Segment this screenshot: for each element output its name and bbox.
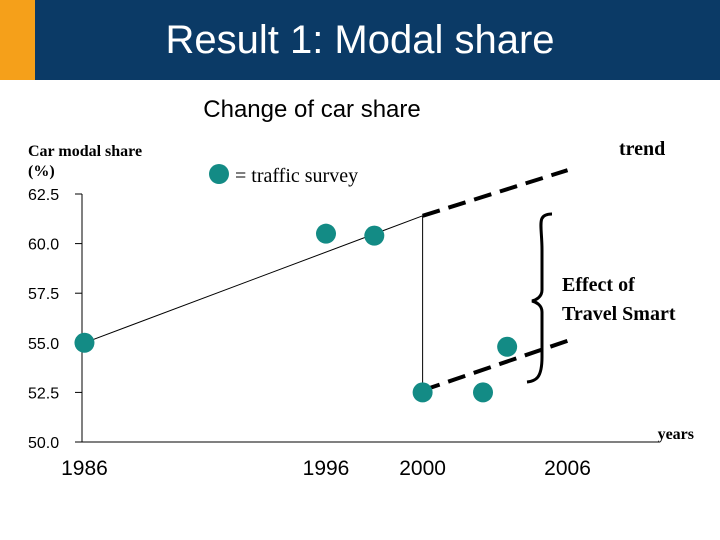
effect-annotation-line2: Travel Smart xyxy=(562,303,676,325)
chart-title: Change of car share xyxy=(203,96,420,123)
x-tick-label-2: 2000 xyxy=(399,457,446,480)
x-tick-label-0: 1986 xyxy=(61,457,108,480)
y-tick-label-2: 57.5 xyxy=(28,286,59,303)
y-tick-label-4: 52.5 xyxy=(28,385,59,402)
data-point-4 xyxy=(473,382,493,403)
y-tick-label-1: 60.0 xyxy=(28,237,59,254)
accent-stripe xyxy=(0,0,35,80)
y-axis-label-line1: Car modal share xyxy=(28,143,142,160)
trend-annotation: trend xyxy=(619,138,665,160)
x-tick-label-1: 1996 xyxy=(303,457,350,480)
legend-label: = traffic survey xyxy=(235,165,358,187)
data-point-0 xyxy=(74,332,95,353)
trend-dashed-lower xyxy=(421,338,569,393)
x-axis-label: years xyxy=(658,426,694,443)
y-axis-label-line2: (%) xyxy=(28,163,55,180)
legend-marker xyxy=(209,164,229,184)
data-point-5 xyxy=(497,336,518,357)
y-tick-label-3: 55.0 xyxy=(28,336,59,353)
trend-dashed-upper xyxy=(422,168,569,218)
effect-brace xyxy=(526,212,553,384)
x-tick-label-3: 2006 xyxy=(544,457,591,480)
data-point-3 xyxy=(412,382,433,403)
title-bar xyxy=(0,0,720,80)
effect-annotation-line1: Effect of xyxy=(562,274,635,296)
data-point-2 xyxy=(364,225,385,246)
y-tick-label-5: 50.0 xyxy=(28,435,59,452)
y-tick-label-0: 62.5 xyxy=(28,187,59,204)
slide-title: Result 1: Modal share xyxy=(165,18,555,62)
data-point-1 xyxy=(316,223,336,244)
